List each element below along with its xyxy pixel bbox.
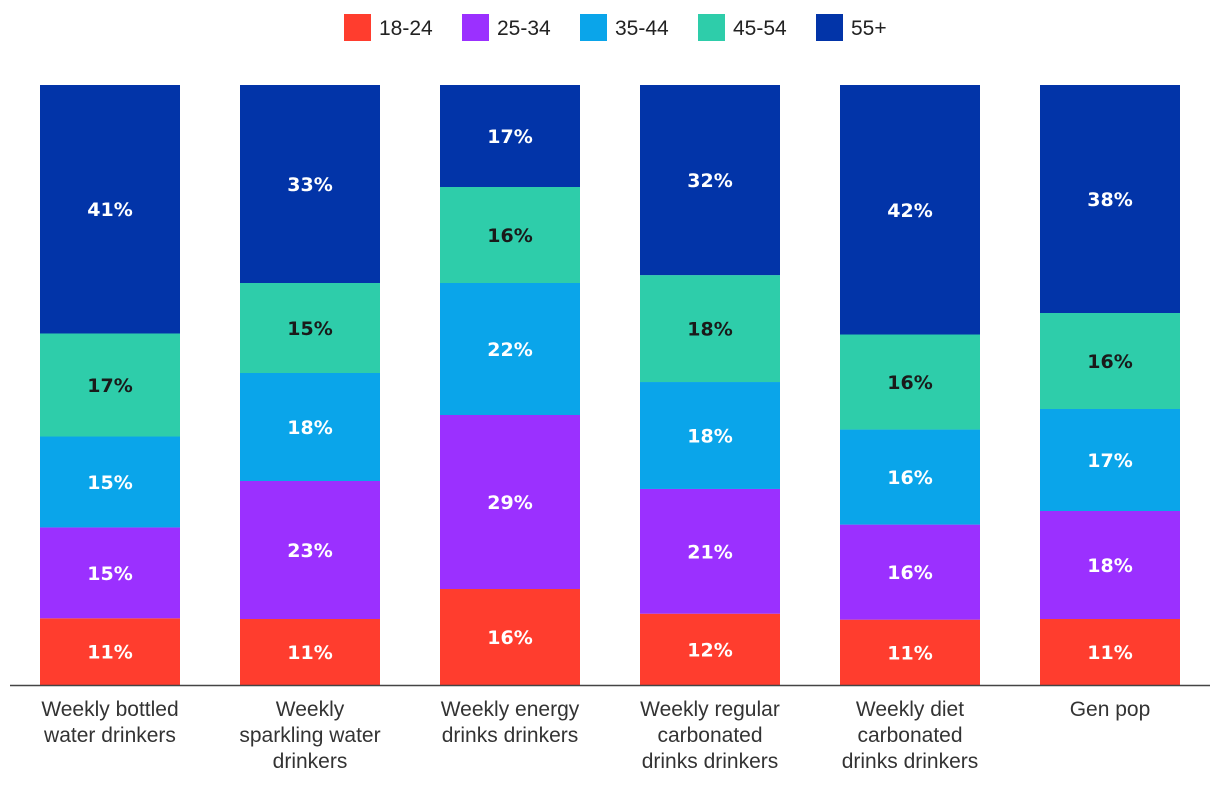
category-label: sparkling water bbox=[239, 724, 380, 747]
legend-label: 45-54 bbox=[733, 17, 787, 40]
bar-segment bbox=[40, 618, 180, 685]
bar-segment bbox=[840, 619, 980, 685]
bar-segment bbox=[440, 589, 580, 685]
legend: 18-24 25-34 35-44 45-54 55+ bbox=[344, 14, 887, 41]
category-label: Weekly diet bbox=[856, 698, 964, 721]
data-label: 32% bbox=[687, 170, 732, 192]
category-label: drinks drinkers bbox=[842, 750, 979, 773]
legend-swatch-45-54 bbox=[698, 14, 725, 41]
data-label: 18% bbox=[287, 417, 332, 439]
bar-segment bbox=[440, 187, 580, 283]
category-label: drinks drinkers bbox=[442, 724, 579, 747]
bar-segment bbox=[1040, 619, 1180, 685]
category-label: drinkers bbox=[273, 750, 348, 773]
data-label: 12% bbox=[687, 639, 732, 661]
bars bbox=[40, 85, 1180, 685]
data-labels: 11% 15% 15% 17% 41% 11% 23% 18% 15% 33% 16% 29% 22% 1… bbox=[87, 126, 1132, 664]
bar-segment bbox=[40, 527, 180, 619]
data-label: 16% bbox=[887, 372, 932, 394]
data-label: 18% bbox=[687, 319, 732, 341]
bar-segment bbox=[640, 85, 780, 276]
bar-segment bbox=[240, 619, 380, 685]
bar-segment bbox=[240, 85, 380, 283]
bar-segment bbox=[240, 373, 380, 481]
data-label: 16% bbox=[1087, 351, 1132, 373]
data-label: 17% bbox=[487, 126, 532, 148]
data-label: 41% bbox=[87, 199, 132, 221]
data-label: 11% bbox=[87, 642, 132, 664]
bar-segment bbox=[1040, 511, 1180, 619]
data-label: 17% bbox=[87, 375, 132, 397]
data-label: 18% bbox=[1087, 555, 1132, 577]
bar-segment bbox=[640, 382, 780, 489]
legend-label: 18-24 bbox=[379, 17, 433, 40]
category-label: drinks drinkers bbox=[642, 750, 779, 773]
bar-segment bbox=[1040, 313, 1180, 409]
bar-segment bbox=[40, 333, 180, 437]
legend-swatch-25-34 bbox=[462, 14, 489, 41]
legend-label: 55+ bbox=[851, 17, 887, 40]
legend-swatch-55+ bbox=[816, 14, 843, 41]
data-label: 17% bbox=[1087, 450, 1132, 472]
data-label: 15% bbox=[87, 472, 132, 494]
data-label: 16% bbox=[887, 467, 932, 489]
bar-segment bbox=[240, 481, 380, 619]
data-label: 15% bbox=[87, 563, 132, 585]
data-label: 11% bbox=[287, 642, 332, 664]
bar-segment bbox=[640, 613, 780, 685]
data-label: 11% bbox=[1087, 642, 1132, 664]
bar-segment bbox=[640, 275, 780, 383]
legend-label: 25-34 bbox=[497, 17, 551, 40]
data-label: 21% bbox=[687, 541, 732, 563]
category-label: water drinkers bbox=[43, 724, 176, 747]
legend-swatch-18-24 bbox=[344, 14, 371, 41]
category-label: Weekly energy bbox=[441, 698, 580, 721]
data-label: 23% bbox=[287, 540, 332, 562]
bar-segment bbox=[440, 415, 580, 589]
data-label: 11% bbox=[887, 642, 932, 664]
bar-segment bbox=[640, 488, 780, 614]
data-label: 16% bbox=[487, 225, 532, 247]
bar-segment bbox=[240, 283, 380, 373]
data-label: 16% bbox=[487, 627, 532, 649]
category-label: Weekly regular bbox=[640, 698, 780, 721]
legend-label: 35-44 bbox=[615, 17, 669, 40]
data-label: 33% bbox=[287, 174, 332, 196]
category-label: Weekly bottled bbox=[41, 698, 178, 721]
bar-segment bbox=[840, 334, 980, 430]
bar-segment bbox=[40, 436, 180, 528]
bar-segment bbox=[1040, 409, 1180, 511]
data-label: 42% bbox=[887, 200, 932, 222]
data-label: 38% bbox=[1087, 189, 1132, 211]
category-label: carbonated bbox=[857, 724, 962, 747]
bar-segment bbox=[440, 283, 580, 415]
data-label: 15% bbox=[287, 318, 332, 340]
bar-segment bbox=[840, 429, 980, 525]
legend-swatch-35-44 bbox=[580, 14, 607, 41]
category-label: carbonated bbox=[657, 724, 762, 747]
bar-segment bbox=[840, 85, 980, 335]
category-label: Weekly bbox=[276, 698, 345, 721]
data-label: 22% bbox=[487, 339, 532, 361]
bar-segment bbox=[1040, 85, 1180, 313]
bar-segment bbox=[440, 85, 580, 187]
bar-segment bbox=[40, 85, 180, 334]
category-labels: Weekly bottled water drinkers Weekly sparkl… bbox=[41, 698, 1150, 773]
bar-segment bbox=[840, 524, 980, 620]
data-label: 18% bbox=[687, 425, 732, 447]
data-label: 16% bbox=[887, 562, 932, 584]
category-label: Gen pop bbox=[1070, 698, 1151, 721]
data-label: 29% bbox=[487, 492, 532, 514]
